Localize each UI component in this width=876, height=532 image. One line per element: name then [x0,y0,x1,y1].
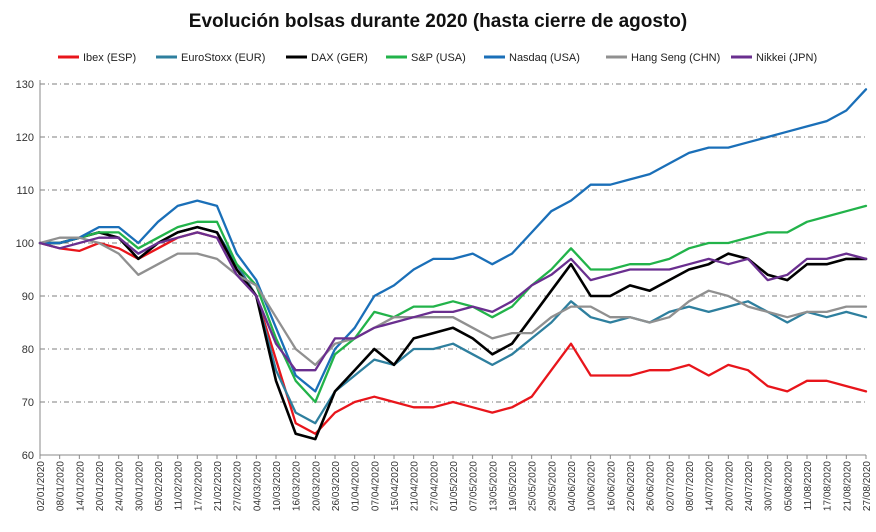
x-tick-label: 11/02/2020 [174,461,185,511]
x-tick-label: 24/07/2020 [744,461,755,511]
x-tick-label: 21/08/2020 [842,461,853,511]
x-tick-label: 05/02/2020 [154,461,165,511]
y-tick-label: 60 [22,450,34,462]
series-line-3 [38,204,868,404]
x-tick-label: 08/01/2020 [56,461,67,511]
series-lines [38,88,868,441]
series-line-2 [38,225,868,441]
x-tick-label: 11/08/2020 [803,461,814,511]
x-tick-label: 04/03/2020 [252,461,263,511]
x-tick-label: 17/08/2020 [823,461,834,511]
x-tick-label: 24/01/2020 [115,461,126,511]
axes [39,80,866,456]
y-tick-label: 130 [16,79,34,91]
chart-legend: Ibex (ESP) EuroStoxx (EUR) DAX (GER) S&P (U… [58,52,817,64]
x-tick-label: 14/07/2020 [705,461,716,511]
legend-label: DAX (GER) [311,52,368,64]
x-tick-label: 20/03/2020 [311,461,322,511]
legend-label: Nasdaq (USA) [509,52,580,64]
x-tick-label: 27/08/2020 [862,461,873,511]
legend-label: Hang Seng (CHN) [631,52,720,64]
x-tick-label: 20/07/2020 [724,461,735,511]
x-tick-label: 10/06/2020 [587,461,598,511]
y-tick-label: 70 [22,397,34,409]
legend-label: S&P (USA) [411,52,466,64]
legend-label: Ibex (ESP) [83,52,136,64]
y-axis-ticks: 60 70 80 90 100 110 120 130 [16,79,34,462]
series-line-5 [38,236,868,367]
y-tick-label: 110 [16,185,34,197]
x-tick-label: 08/07/2020 [685,461,696,511]
x-tick-label: 19/05/2020 [508,461,519,511]
series-line-6 [38,231,868,372]
x-tick-label: 10/03/2020 [272,461,283,511]
x-tick-label: 02/01/2020 [36,461,47,511]
x-tick-label: 07/05/2020 [469,461,480,511]
y-tick-label: 80 [22,344,34,356]
grid-lines [40,83,866,403]
x-tick-label: 20/01/2020 [95,461,106,511]
series-line-0 [38,231,868,435]
x-tick-label: 15/04/2020 [390,461,401,511]
x-tick-label: 16/03/2020 [292,461,303,511]
x-tick-label: 07/04/2020 [370,461,381,511]
x-tick-label: 05/08/2020 [783,461,794,511]
y-tick-label: 90 [22,291,34,303]
x-tick-label: 27/04/2020 [429,461,440,511]
x-tick-label: 30/07/2020 [764,461,775,511]
y-tick-label: 120 [16,132,34,144]
x-tick-label: 21/04/2020 [410,461,421,511]
legend-label: EuroStoxx (EUR) [181,52,265,64]
x-tick-label: 02/07/2020 [665,461,676,511]
x-tick-label: 27/02/2020 [233,461,244,511]
y-tick-label: 100 [16,238,34,250]
chart-title: Evolución bolsas durante 2020 (hasta cie… [189,11,687,32]
x-tick-label: 30/01/2020 [134,461,145,511]
x-tick-label: 26/06/2020 [646,461,657,511]
x-tick-label: 29/05/2020 [547,461,558,511]
x-tick-label: 16/06/2020 [606,461,617,511]
legend-label: Nikkei (JPN) [756,52,817,64]
x-tick-label: 21/02/2020 [213,461,224,511]
x-tick-label: 13/05/2020 [488,461,499,511]
x-tick-label: 25/05/2020 [528,461,539,511]
x-axis-ticks: 02/01/2020 08/01/2020 14/01/2020 20/01/2020… [36,455,873,511]
series-line-4 [38,88,868,393]
x-tick-label: 14/01/2020 [75,461,86,511]
x-tick-label: 26/03/2020 [331,461,342,511]
x-tick-label: 01/04/2020 [351,461,362,511]
x-tick-label: 22/06/2020 [626,461,637,511]
x-tick-label: 17/02/2020 [193,461,204,511]
x-tick-label: 01/05/2020 [449,461,460,511]
x-tick-label: 04/06/2020 [567,461,578,511]
